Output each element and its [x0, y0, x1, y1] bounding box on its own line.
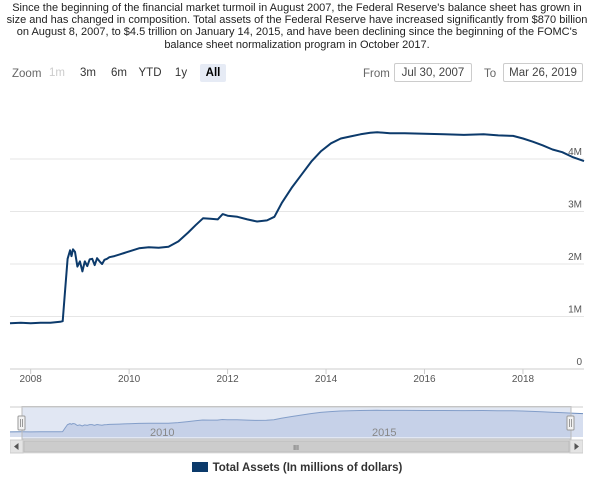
navigator-selected-range[interactable]	[21, 406, 572, 440]
x-tick-label: 2010	[118, 374, 141, 385]
navigator-year-2010: 2010	[150, 427, 174, 439]
legend-swatch	[191, 462, 208, 472]
y-tick-label: 2M	[568, 252, 582, 263]
legend-label: Total Assets (In millions of dollars)	[212, 462, 403, 474]
scrollbar-thumb[interactable]	[23, 440, 570, 453]
chart-legend[interactable]: Total Assets (In millions of dollars)	[0, 462, 594, 474]
x-tick-label: 2016	[413, 374, 436, 385]
y-tick-label: 3M	[568, 200, 582, 211]
zoom-label: Zoom	[12, 68, 42, 80]
navigator-chart[interactable]: 2010 2015 III	[10, 406, 583, 454]
y-tick-label: 4M	[568, 147, 582, 158]
navigator-year-2015: 2015	[372, 427, 396, 439]
scrollbar[interactable]: III	[10, 439, 583, 454]
to-label: To	[484, 68, 497, 80]
zoom-3m-button[interactable]: 3m	[80, 67, 96, 79]
navigator-right-handle[interactable]	[566, 415, 575, 431]
from-date-input[interactable]: Jul 30, 2007	[394, 63, 472, 82]
zoom-6m-button[interactable]: 6m	[111, 67, 127, 79]
scrollbar-grip-icon: III	[293, 445, 299, 452]
intro-description: Since the beginning of the financial mar…	[6, 2, 588, 51]
x-tick-label: 2018	[512, 374, 535, 385]
arrow-left-icon	[14, 443, 19, 450]
zoom-ytd-button[interactable]: YTD	[138, 67, 162, 79]
x-tick-label: 2014	[315, 374, 338, 385]
y-tick-label: 0	[576, 357, 582, 368]
navigator[interactable]: 2010 2015 III	[10, 406, 583, 454]
range-selector-toolbar: Zoom 1m 3m 6m YTD 1y All From Jul 30, 20…	[0, 63, 594, 85]
x-tick-label: 2008	[20, 374, 43, 385]
navigator-left-handle[interactable]	[17, 415, 26, 431]
zoom-1y-button[interactable]: 1y	[174, 67, 188, 79]
y-tick-label: 1M	[568, 305, 582, 316]
from-label: From	[363, 68, 390, 80]
zoom-1m-button: 1m	[49, 67, 65, 79]
navigator-line	[10, 409, 583, 433]
total-assets-line	[9, 131, 585, 325]
to-date-input[interactable]: Mar 26, 2019	[503, 63, 583, 82]
navigator-area	[10, 410, 583, 437]
zoom-all-button[interactable]: All	[200, 64, 226, 82]
balance-sheet-chart[interactable]: 0 1M 2M 3M 4M 2008 2010 2012 2014 2016 2018	[0, 0, 594, 400]
arrow-right-icon	[574, 443, 579, 450]
x-tick-label: 2012	[216, 374, 239, 385]
